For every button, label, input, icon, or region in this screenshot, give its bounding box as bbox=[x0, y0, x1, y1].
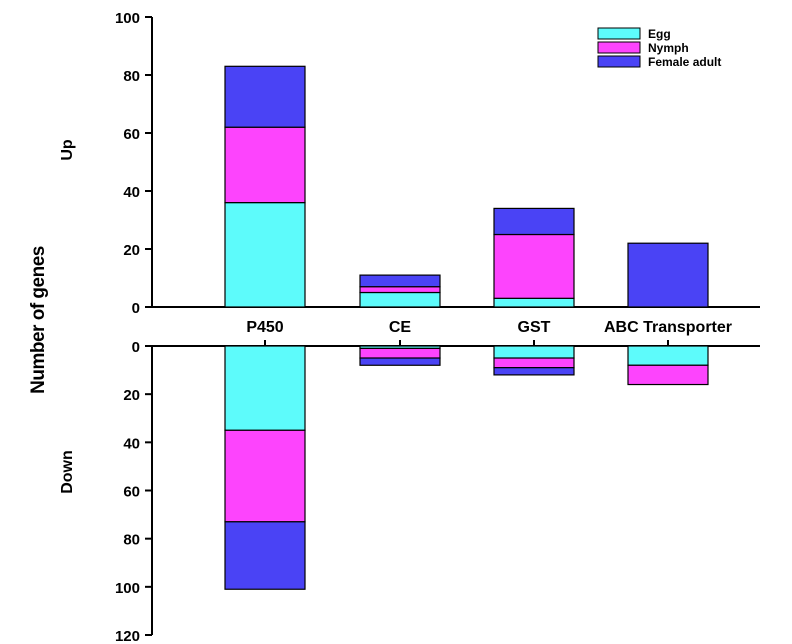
up-y-tick-label: 80 bbox=[123, 68, 140, 85]
category-label-p450: P450 bbox=[246, 319, 283, 336]
up-y-tick-label: 60 bbox=[123, 126, 140, 143]
down-y-tick-label: 0 bbox=[132, 339, 140, 356]
down-bar-gst-nymph bbox=[493, 357, 575, 369]
up-y-tick-label: 40 bbox=[123, 184, 140, 201]
up-bar-ce-nymph bbox=[359, 286, 441, 294]
up-bar-abc-transporter-female-adult bbox=[627, 242, 709, 308]
up-y-tick-label: 0 bbox=[132, 300, 140, 317]
legend-swatch-egg bbox=[597, 27, 641, 40]
down-y-tick-label: 40 bbox=[123, 435, 140, 452]
down-panel: 0 20 40 60 80 100 120 bbox=[115, 339, 760, 644]
up-bar-ce-egg bbox=[359, 291, 441, 308]
y-axis-title: Number of genes bbox=[28, 246, 49, 394]
up-axis-label: Up bbox=[59, 139, 76, 161]
up-bar-ce-female-adult bbox=[359, 274, 441, 288]
down-bar-p450-egg bbox=[224, 345, 306, 431]
down-bar-p450-female-adult bbox=[224, 521, 306, 590]
up-y-tick-label: 20 bbox=[123, 242, 140, 259]
up-bar-gst-nymph bbox=[493, 233, 575, 299]
legend-swatch-nymph bbox=[597, 41, 641, 54]
down-bar-ce-nymph bbox=[359, 347, 441, 359]
down-y-tick-label: 120 bbox=[115, 628, 140, 644]
up-bar-p450-female-adult bbox=[224, 65, 306, 128]
down-y-tick-label: 20 bbox=[123, 387, 140, 404]
up-bar-gst-female-adult bbox=[493, 207, 575, 236]
down-bar-abc-transporter-egg bbox=[627, 345, 709, 366]
category-label-ce: CE bbox=[389, 319, 412, 336]
up-bar-gst-egg bbox=[493, 297, 575, 308]
down-bar-ce-female-adult bbox=[359, 357, 441, 366]
category-label-abc-transporter: ABC Transporter bbox=[604, 319, 732, 336]
legend-label-nymph: Nymph bbox=[648, 41, 689, 55]
down-bar-p450-nymph bbox=[224, 429, 306, 523]
down-bar-abc-transporter-nymph bbox=[627, 364, 709, 386]
down-y-tick-label: 60 bbox=[123, 484, 140, 501]
up-panel: 0 20 40 60 80 100 P450 CE GST ABC Transporter bbox=[115, 10, 760, 336]
down-bar-gst-egg bbox=[493, 345, 575, 359]
legend-label-egg: Egg bbox=[648, 27, 671, 41]
legend-swatch-female-adult bbox=[597, 55, 641, 68]
down-axis-label: Down bbox=[59, 450, 76, 494]
down-bar-gst-female-adult bbox=[493, 367, 575, 376]
down-y-tick-label: 80 bbox=[123, 532, 140, 549]
up-bar-p450-nymph bbox=[224, 126, 306, 204]
up-bar-p450-egg bbox=[224, 202, 306, 308]
down-y-tick-label: 100 bbox=[115, 580, 140, 597]
legend-label-female-adult: Female adult bbox=[648, 55, 721, 69]
up-y-tick-label: 100 bbox=[115, 10, 140, 27]
category-label-gst: GST bbox=[518, 319, 551, 336]
